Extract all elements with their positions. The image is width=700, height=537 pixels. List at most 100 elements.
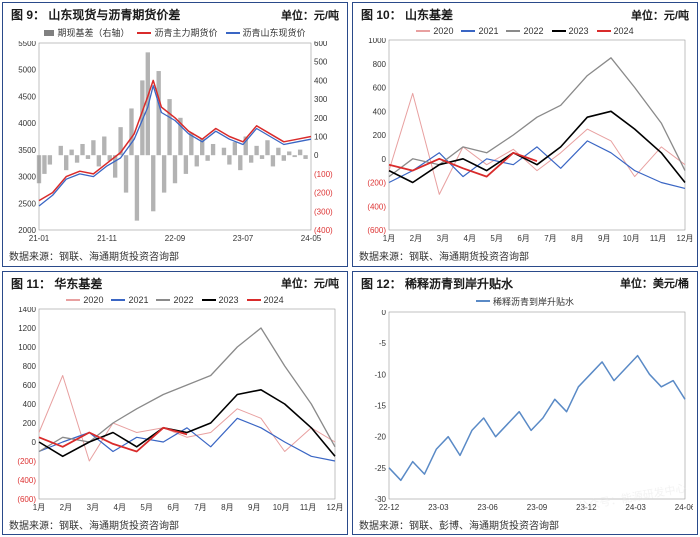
svg-text:23-09: 23-09 bbox=[527, 503, 548, 512]
svg-text:22-09: 22-09 bbox=[165, 234, 186, 243]
svg-text:-20: -20 bbox=[374, 432, 386, 441]
panel-header: 图 9： 山东现货与沥青期货价差 单位：元/吨 bbox=[3, 3, 347, 24]
chart-footer: 数据来源：钢联、海通期货投资咨询部 bbox=[3, 515, 347, 535]
svg-text:0: 0 bbox=[382, 155, 387, 164]
svg-text:12月: 12月 bbox=[677, 234, 693, 243]
svg-text:23-06: 23-06 bbox=[477, 503, 498, 512]
legend-swatch bbox=[156, 299, 170, 301]
panel-fig9: 图 9： 山东现货与沥青期货价差 单位：元/吨 期现基差（右轴） 沥青主力期货价 沥… bbox=[2, 2, 348, 267]
svg-text:24-06: 24-06 bbox=[675, 503, 693, 512]
legend-fig9: 期现基差（右轴） 沥青主力期货价 沥青山东现货价 bbox=[3, 24, 347, 41]
legend-swatch bbox=[552, 30, 566, 32]
svg-text:23-07: 23-07 bbox=[233, 234, 254, 243]
legend-label: 2021 bbox=[128, 295, 148, 305]
svg-text:23-12: 23-12 bbox=[576, 503, 597, 512]
legend-label: 2022 bbox=[173, 295, 193, 305]
svg-text:600: 600 bbox=[23, 381, 37, 390]
legend-swatch bbox=[461, 30, 475, 32]
legend-item: 2023 bbox=[552, 26, 589, 36]
panel-fig12: 图 12： 稀释沥青到岸升贴水 单位：美元/桶 稀释沥青到岸升贴水 公众号：能源… bbox=[352, 271, 698, 536]
svg-text:9月: 9月 bbox=[248, 503, 260, 512]
legend-label: 2020 bbox=[83, 295, 103, 305]
svg-text:200: 200 bbox=[23, 419, 37, 428]
chart-footer: 数据来源：钢联、彭博、海通期货投资咨询部 bbox=[353, 515, 697, 535]
svg-text:(400): (400) bbox=[367, 202, 386, 211]
chart-unit: 单位：元/吨 bbox=[631, 7, 689, 23]
svg-text:1200: 1200 bbox=[18, 324, 36, 333]
svg-text:10月: 10月 bbox=[623, 234, 640, 243]
chart-footer: 数据来源：钢联、海通期货投资咨询部 bbox=[3, 246, 347, 266]
svg-text:10月: 10月 bbox=[273, 503, 290, 512]
svg-text:5月: 5月 bbox=[140, 503, 152, 512]
svg-text:500: 500 bbox=[314, 58, 328, 67]
svg-text:7月: 7月 bbox=[194, 503, 206, 512]
svg-text:5000: 5000 bbox=[18, 66, 36, 75]
svg-text:2500: 2500 bbox=[18, 199, 36, 208]
legend-fig12: 稀释沥青到岸升贴水 bbox=[353, 293, 697, 310]
chart-unit: 单位：美元/桶 bbox=[620, 275, 689, 291]
svg-text:400: 400 bbox=[314, 76, 328, 85]
svg-text:(200): (200) bbox=[314, 189, 333, 198]
chart-svg: (600)(400)(200)0200400600800100012001400… bbox=[7, 307, 343, 515]
svg-text:4月: 4月 bbox=[114, 503, 126, 512]
legend-label: 沥青主力期货价 bbox=[154, 26, 217, 39]
legend-swatch bbox=[416, 30, 430, 32]
svg-text:1月: 1月 bbox=[383, 234, 395, 243]
svg-text:0: 0 bbox=[32, 438, 37, 447]
svg-text:5500: 5500 bbox=[18, 41, 36, 48]
legend-label: 期现基差（右轴） bbox=[57, 26, 129, 39]
svg-text:100: 100 bbox=[314, 133, 328, 142]
svg-text:11月: 11月 bbox=[650, 234, 666, 243]
panel-fig11: 图 11： 华东基差 单位：元/吨 20202021202220232024 (… bbox=[2, 271, 348, 536]
legend-label: 2024 bbox=[614, 26, 634, 36]
svg-text:7月: 7月 bbox=[544, 234, 556, 243]
svg-text:800: 800 bbox=[23, 362, 37, 371]
legend-fig10: 20202021202220232024 bbox=[353, 24, 697, 38]
svg-text:11月: 11月 bbox=[300, 503, 316, 512]
legend-label: 2023 bbox=[219, 295, 239, 305]
svg-text:-15: -15 bbox=[374, 401, 386, 410]
chart-area-fig10: (600)(400)(200)020040060080010001月2月3月4月… bbox=[357, 38, 693, 246]
svg-text:0: 0 bbox=[314, 151, 319, 160]
legend-swatch bbox=[597, 30, 611, 32]
panel-header: 图 10： 山东基差 单位：元/吨 bbox=[353, 3, 697, 24]
chart-footer: 数据来源：钢联、海通期货投资咨询部 bbox=[353, 246, 697, 266]
legend-swatch bbox=[202, 299, 216, 301]
svg-text:(400): (400) bbox=[17, 476, 36, 485]
svg-text:3月: 3月 bbox=[437, 234, 449, 243]
svg-text:(300): (300) bbox=[314, 207, 333, 216]
svg-text:24-05: 24-05 bbox=[301, 234, 322, 243]
svg-text:21-01: 21-01 bbox=[29, 234, 50, 243]
svg-text:4月: 4月 bbox=[464, 234, 476, 243]
svg-text:1400: 1400 bbox=[18, 307, 36, 314]
svg-text:9月: 9月 bbox=[598, 234, 610, 243]
svg-text:300: 300 bbox=[314, 95, 328, 104]
legend-item: 2024 bbox=[597, 26, 634, 36]
legend-fig11: 20202021202220232024 bbox=[3, 293, 347, 307]
legend-label: 2023 bbox=[569, 26, 589, 36]
chart-unit: 单位：元/吨 bbox=[281, 7, 339, 23]
svg-text:2月: 2月 bbox=[410, 234, 422, 243]
svg-text:6月: 6月 bbox=[517, 234, 529, 243]
legend-item: 2020 bbox=[66, 295, 103, 305]
legend-item: 2021 bbox=[461, 26, 498, 36]
svg-text:1000: 1000 bbox=[368, 38, 386, 45]
svg-text:-25: -25 bbox=[374, 463, 386, 472]
panel-header: 图 11： 华东基差 单位：元/吨 bbox=[3, 272, 347, 293]
chart-title: 图 9： 山东现货与沥青期货价差 bbox=[11, 6, 180, 23]
svg-text:400: 400 bbox=[373, 107, 387, 116]
svg-text:(100): (100) bbox=[314, 170, 333, 179]
svg-text:21-11: 21-11 bbox=[97, 234, 117, 243]
legend-item: 2022 bbox=[156, 295, 193, 305]
legend-label: 沥青山东现货价 bbox=[243, 26, 306, 39]
svg-text:8月: 8月 bbox=[221, 503, 233, 512]
legend-swatch bbox=[111, 299, 125, 301]
svg-text:800: 800 bbox=[373, 60, 387, 69]
svg-text:(200): (200) bbox=[17, 457, 36, 466]
svg-text:4000: 4000 bbox=[18, 119, 36, 128]
chart-title: 图 10： 山东基差 bbox=[361, 6, 453, 23]
svg-text:23-03: 23-03 bbox=[428, 503, 449, 512]
svg-text:3000: 3000 bbox=[18, 173, 36, 182]
legend-item: 沥青主力期货价 bbox=[137, 26, 217, 39]
svg-text:600: 600 bbox=[373, 84, 387, 93]
